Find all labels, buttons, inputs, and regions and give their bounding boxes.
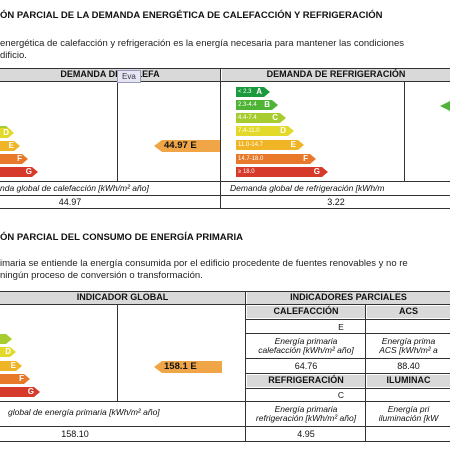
scale-bar-g: G (0, 167, 38, 177)
table-border (0, 441, 450, 442)
partial-indicators-header: INDICADORES PARCIALES (247, 292, 450, 304)
section2-paragraph-line1: imaria se entiende la energía consumida … (0, 258, 408, 269)
section-paragraph-line2: dificio. (0, 50, 27, 61)
iluminacion-header: ILUMINAC (367, 375, 450, 387)
cooling-rating-indicator (440, 100, 450, 112)
heating-rating-tag: 44.97 E (154, 140, 220, 152)
table-border (220, 68, 221, 208)
scale-bar-d: D (0, 128, 14, 138)
calefaccion-letter: E (338, 322, 344, 332)
calefaccion-value: 64.76 (294, 361, 318, 371)
calefaccion-caption-1: Energía primaria (274, 336, 338, 346)
global-value: 158.10 (61, 429, 89, 439)
iluminacion-caption-2: iluminación [kW (378, 413, 439, 423)
author-tooltip: Eva (117, 70, 141, 83)
section2-paragraph-line2: ningún proceso de conversión o transform… (0, 270, 203, 281)
section-heading-demand: ÓN PARCIAL DE LA DEMANDA ENERGÉTICA DE C… (0, 10, 383, 21)
global-scale-bar-d: D (0, 347, 16, 357)
section-paragraph-line1: energética de calefacción y refrigeració… (0, 38, 404, 49)
acs-value: 88.40 (397, 361, 420, 371)
cool-scale-bar-b: 2.3-4.4 B (236, 100, 278, 110)
table-border (246, 388, 450, 389)
table-border (0, 401, 450, 402)
global-scale-bar-g: G (0, 387, 40, 397)
table-border (0, 304, 450, 305)
table-border (0, 426, 450, 427)
table-border (0, 208, 450, 209)
cool-scale-bar-a: < 2.3 A (236, 87, 270, 97)
scale-bar-f: F (0, 154, 28, 164)
cooling-caption: Demanda global de refrigeración [kWh/m (230, 183, 385, 193)
cool-scale-bar-e: 11.0-14.7 E (236, 140, 304, 150)
table-border (0, 68, 450, 69)
table-border (246, 358, 450, 359)
global-indicator-header: INDICADOR GLOBAL (0, 292, 245, 304)
cool-scale-bar-f: 14.7-18.0 F (236, 154, 316, 164)
calefaccion-caption-2: calefacción [kWh/m² año] (258, 345, 354, 355)
cool-scale-bar-c: 4.4-7.4 C (236, 113, 286, 123)
cool-scale-bar-g: ≥ 18.0 G (236, 167, 328, 177)
acs-header: ACS (367, 306, 450, 318)
table-border (117, 81, 118, 181)
table-border (0, 81, 450, 82)
global-caption: global de energía primaria [kWh/m² año] (8, 407, 160, 417)
iluminacion-caption-1: Energía pri (387, 404, 430, 414)
global-scale-bar-f: F (0, 374, 30, 384)
refrigeracion-value: 4.95 (297, 429, 315, 439)
refrigeracion-caption-1: Energía primaria (274, 404, 338, 414)
heating-demand-header: DEMANDA DE CALEFA (0, 69, 220, 81)
table-border (404, 81, 405, 181)
cooling-value: 3.22 (327, 197, 345, 207)
table-border (246, 319, 450, 320)
table-border (0, 195, 450, 196)
global-scale-bar-e: E (0, 361, 22, 371)
table-border (0, 181, 450, 182)
heating-value: 44.97 (58, 197, 82, 207)
table-border (245, 291, 246, 441)
table-border (0, 291, 450, 292)
section-heading-primary-energy: ÓN PARCIAL DEL CONSUMO DE ENERGÍA PRIMAR… (0, 232, 243, 243)
acs-caption-2: ACS [kWh/m² a (379, 345, 438, 355)
cooling-demand-header: DEMANDA DE REFRIGERACIÓN (222, 69, 450, 81)
refrigeracion-header: REFRIGERACIÓN (247, 375, 365, 387)
table-border (117, 304, 118, 401)
table-border (246, 333, 450, 334)
cool-scale-bar-d: 7.4-11.0 D (236, 126, 294, 136)
global-scale-bar-c (0, 334, 12, 344)
heating-caption: nda global de calefacción [kWh/m² año] (0, 183, 149, 193)
calefaccion-header: CALEFACCIÓN (247, 306, 365, 318)
refrigeracion-letter: C (337, 390, 345, 400)
refrigeracion-caption-2: refrigeración [kWh/m² año] (255, 413, 357, 423)
global-rating-tag: 158.1 E (154, 361, 222, 373)
table-border (365, 304, 366, 441)
table-border (246, 373, 450, 374)
acs-caption-1: Energía prima (381, 336, 436, 346)
scale-bar-e: E (0, 141, 20, 151)
